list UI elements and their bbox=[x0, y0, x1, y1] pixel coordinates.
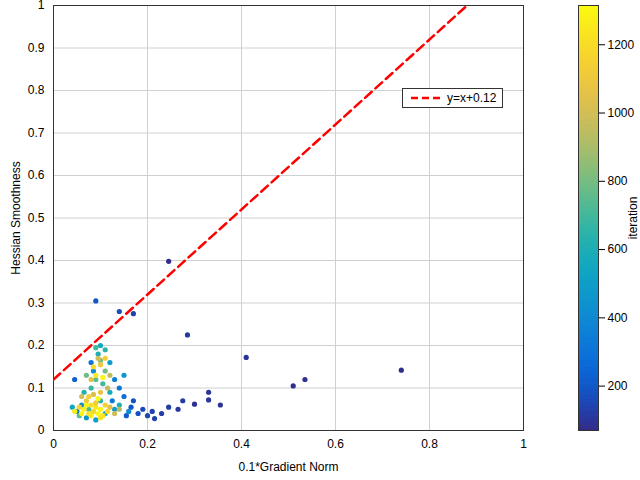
svg-text:0.6: 0.6 bbox=[327, 437, 344, 451]
svg-text:Hessian Smoothness: Hessian Smoothness bbox=[9, 161, 23, 274]
svg-text:0.9: 0.9 bbox=[28, 41, 45, 55]
svg-text:0.8: 0.8 bbox=[421, 437, 438, 451]
svg-text:0: 0 bbox=[38, 423, 45, 437]
svg-text:0.6: 0.6 bbox=[28, 168, 45, 182]
svg-text:0.2: 0.2 bbox=[139, 437, 156, 451]
svg-text:0.7: 0.7 bbox=[28, 126, 45, 140]
svg-text:0: 0 bbox=[50, 437, 57, 451]
svg-text:iteration: iteration bbox=[626, 197, 640, 240]
svg-text:0.4: 0.4 bbox=[28, 253, 45, 267]
svg-text:1: 1 bbox=[38, 0, 45, 12]
svg-text:0.1: 0.1 bbox=[28, 381, 45, 395]
svg-text:800: 800 bbox=[608, 174, 628, 188]
svg-text:0.8: 0.8 bbox=[28, 83, 45, 97]
svg-text:200: 200 bbox=[608, 379, 628, 393]
svg-text:1: 1 bbox=[520, 437, 527, 451]
svg-text:0.3: 0.3 bbox=[28, 296, 45, 310]
html-text:y=x+0.12: y=x+0.12 bbox=[447, 91, 497, 105]
svg-text:0.2: 0.2 bbox=[28, 338, 45, 352]
svg-text:0.5: 0.5 bbox=[28, 211, 45, 225]
svg-text:0.4: 0.4 bbox=[233, 437, 250, 451]
svg-text:400: 400 bbox=[608, 311, 628, 325]
svg-text:1000: 1000 bbox=[608, 106, 635, 120]
svg-text:1200: 1200 bbox=[608, 38, 635, 52]
svg-text:600: 600 bbox=[608, 242, 628, 256]
svg-text:0.1*Gradient Norm: 0.1*Gradient Norm bbox=[238, 460, 338, 474]
